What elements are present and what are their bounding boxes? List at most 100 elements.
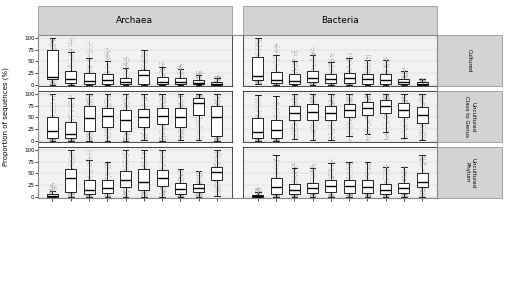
Point [364,104,372,109]
Point [289,194,297,199]
Point [212,158,220,162]
Point [160,189,168,193]
Point [420,100,428,105]
Point [366,181,374,186]
Point [178,192,186,196]
Point [196,118,205,123]
Point [45,75,54,80]
Point [141,65,149,70]
Point [158,118,166,122]
Point [176,178,184,182]
Point [212,77,220,82]
Point [308,117,316,121]
Point [103,82,111,87]
Point [193,81,201,86]
Point [324,61,332,65]
Point [270,187,278,192]
Point [85,191,93,196]
Point [382,192,390,196]
Point [398,98,407,102]
Point [254,129,262,133]
Point [87,157,95,161]
Point [123,79,131,84]
Point [308,76,316,81]
Point [269,127,277,132]
Point [346,189,355,194]
Point [367,164,375,169]
Point [120,78,128,83]
Point [120,79,128,83]
Point [365,95,373,99]
Point [383,191,391,196]
Point [289,112,297,116]
Point [193,82,201,87]
Point [253,194,261,199]
Point [143,71,151,75]
Point [139,182,147,187]
Point [50,193,59,198]
Point [274,107,282,112]
Point [345,94,353,99]
Point [215,75,223,79]
Point [142,73,150,77]
Point [306,51,314,56]
Point [289,192,297,196]
Point [345,136,353,140]
Point [326,189,334,194]
Point [288,81,296,86]
Point [273,119,281,123]
Point [271,181,279,185]
Point [84,193,92,198]
Point [46,69,54,74]
Point [107,115,115,119]
Point [347,51,355,56]
Point [158,181,166,185]
Point [125,94,133,99]
Point [177,81,185,85]
Point [65,130,73,134]
Point [274,137,282,141]
Point [195,81,203,85]
Point [194,96,202,101]
Point [403,99,411,104]
Point [215,100,223,105]
Point [106,122,114,126]
Point [51,138,59,143]
Point [346,81,355,86]
PathPatch shape [252,195,263,197]
Point [309,74,317,79]
Point [176,77,184,81]
Point [120,56,128,60]
Point [82,166,90,170]
Point [121,65,129,69]
Point [50,103,58,107]
Point [102,192,110,196]
Point [251,194,260,199]
Point [308,111,316,115]
Point [291,72,299,77]
Point [67,121,75,126]
Point [344,69,352,73]
Point [398,185,407,190]
Point [311,96,319,101]
Point [156,120,164,125]
Point [106,183,114,188]
Point [272,182,280,186]
Point [361,77,369,81]
Point [103,82,111,86]
Point [160,67,168,72]
Point [178,194,186,198]
Point [270,81,278,85]
Point [48,192,56,197]
Point [47,92,55,97]
Point [159,92,167,97]
Point [257,194,265,199]
Point [379,101,387,106]
Point [69,187,77,191]
Point [269,119,277,124]
Point [364,192,372,196]
Point [212,153,220,158]
Point [138,99,146,104]
Point [365,193,373,197]
Point [379,102,387,106]
